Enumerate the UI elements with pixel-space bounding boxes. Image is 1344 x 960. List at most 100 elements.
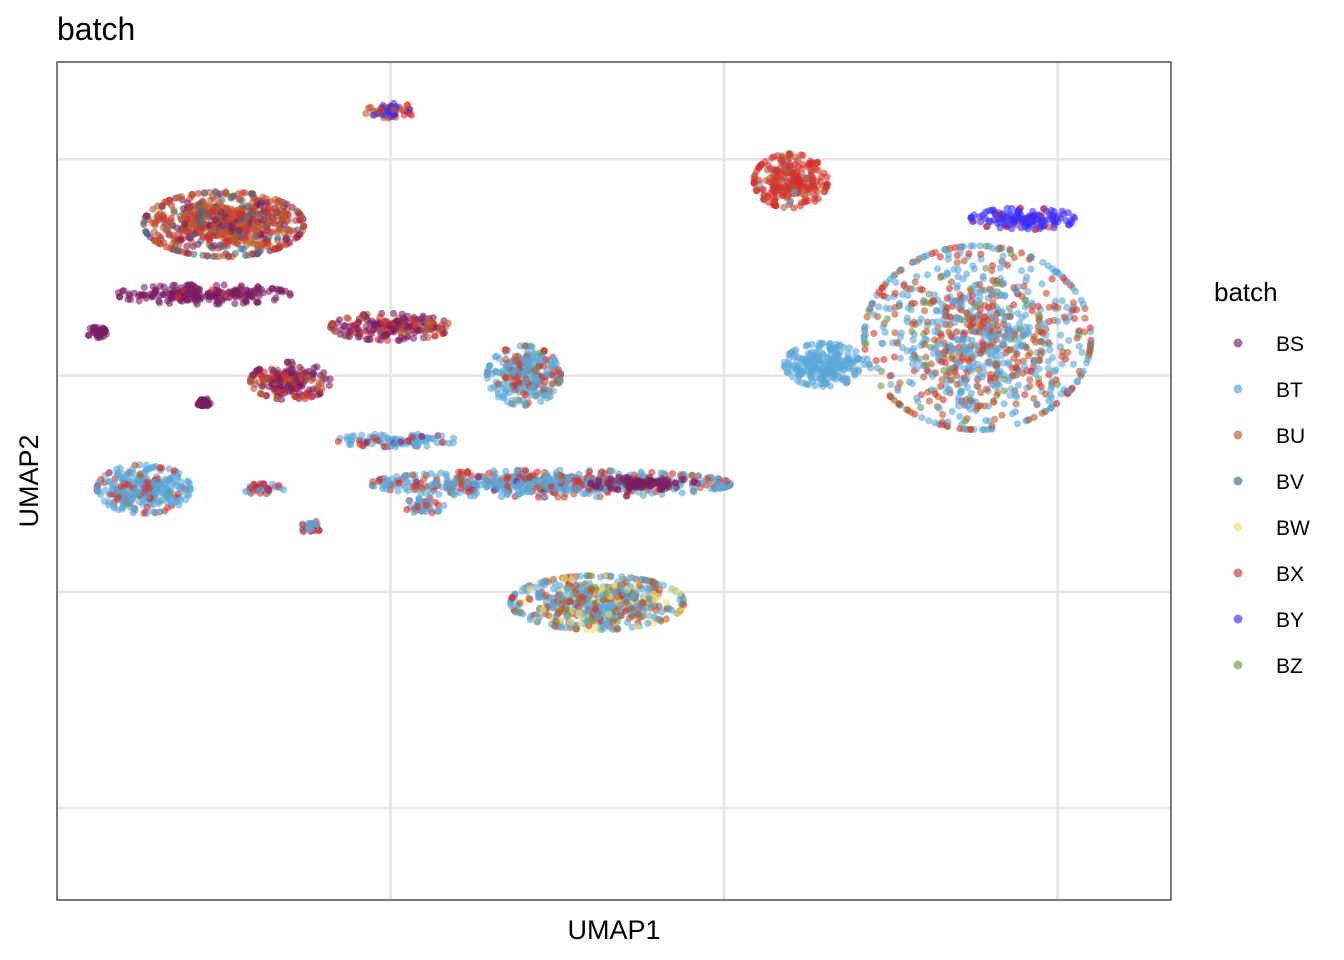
point-BX (299, 521, 307, 529)
point-BU (705, 477, 713, 485)
cluster-4 (84, 323, 110, 342)
point-BU (790, 183, 798, 191)
point-BU (424, 333, 432, 342)
point-BT (896, 354, 905, 362)
point-BY (1041, 217, 1049, 225)
point-BU (273, 395, 281, 403)
point-BX (965, 249, 973, 257)
point-BT (268, 480, 276, 488)
point-BT (892, 278, 900, 287)
point-BT (668, 606, 676, 615)
point-BS (142, 212, 150, 220)
point-BT (535, 589, 543, 598)
point-BT (1000, 400, 1008, 408)
point-BV (229, 192, 237, 200)
point-BY (985, 207, 993, 215)
point-BX (783, 186, 792, 194)
point-BU (1006, 313, 1014, 321)
point-BX (241, 225, 249, 233)
point-BU (397, 328, 405, 337)
point-BS (204, 289, 212, 297)
point-BS (228, 290, 236, 298)
point-BT (526, 342, 535, 350)
point-BT (523, 348, 531, 357)
point-BT (931, 419, 939, 427)
point-BS (284, 358, 292, 366)
point-BU (623, 599, 631, 607)
point-BV (241, 251, 250, 259)
point-BX (1048, 275, 1056, 283)
point-BX (521, 466, 529, 474)
point-BU (946, 321, 954, 329)
point-BT (149, 508, 157, 516)
point-BX (952, 328, 961, 336)
point-BT (1016, 320, 1024, 328)
point-BT (974, 297, 982, 305)
point-BS (283, 383, 292, 391)
point-BS (160, 283, 168, 291)
legend-label-BW: BW (1276, 517, 1310, 540)
point-BT (913, 273, 921, 281)
point-BT (1032, 358, 1040, 366)
point-BX (194, 189, 202, 197)
point-BT (928, 372, 937, 380)
point-BS (665, 482, 673, 490)
point-BX (878, 284, 886, 292)
point-BT (833, 343, 841, 351)
point-BZ (587, 616, 595, 624)
point-BT (106, 478, 114, 486)
point-BS (657, 478, 666, 486)
point-BU (651, 581, 659, 589)
point-BS (325, 381, 333, 389)
point-BT (520, 355, 528, 363)
point-BX (1021, 391, 1029, 399)
point-BV (209, 252, 217, 260)
point-BS (353, 324, 361, 332)
point-BU (820, 188, 828, 196)
point-BT (909, 285, 917, 293)
point-BU (151, 237, 159, 245)
point-BT (918, 414, 926, 422)
point-BX (1053, 399, 1061, 408)
point-BT (520, 584, 528, 592)
point-BT (528, 384, 536, 392)
point-BT (978, 426, 986, 434)
point-BT (1004, 358, 1012, 366)
point-BZ (1034, 311, 1042, 319)
point-BY (1017, 224, 1025, 232)
point-BU (931, 248, 940, 256)
point-BX (1034, 302, 1042, 310)
point-BX (1062, 355, 1070, 363)
point-BU (542, 592, 550, 600)
point-BU (891, 303, 899, 312)
point-BU (169, 245, 177, 253)
point-BU (359, 311, 367, 320)
point-BU (628, 604, 636, 613)
legend-label-BU: BU (1276, 425, 1305, 448)
point-BU (894, 339, 902, 347)
point-BX (377, 106, 385, 114)
point-BU (1029, 335, 1038, 344)
point-BX (263, 209, 271, 217)
point-BT (519, 610, 527, 618)
chart-title: batch (57, 11, 135, 47)
point-BX (124, 480, 132, 489)
point-BZ (877, 382, 885, 390)
point-BT (958, 243, 966, 251)
point-BU (996, 244, 1005, 253)
point-BY (1008, 204, 1016, 212)
point-BX (750, 178, 758, 186)
point-BT (388, 475, 396, 483)
point-BT (935, 404, 943, 412)
point-BU (221, 190, 230, 198)
point-BT (128, 465, 136, 473)
point-BT (1064, 278, 1072, 287)
point-BU (377, 327, 385, 335)
legend-key-BS (1233, 338, 1243, 348)
point-BU (1026, 376, 1034, 384)
point-BX (872, 357, 880, 365)
point-BT (995, 368, 1003, 376)
point-BT (988, 290, 996, 298)
point-BT (923, 271, 932, 279)
point-BS (142, 291, 150, 299)
